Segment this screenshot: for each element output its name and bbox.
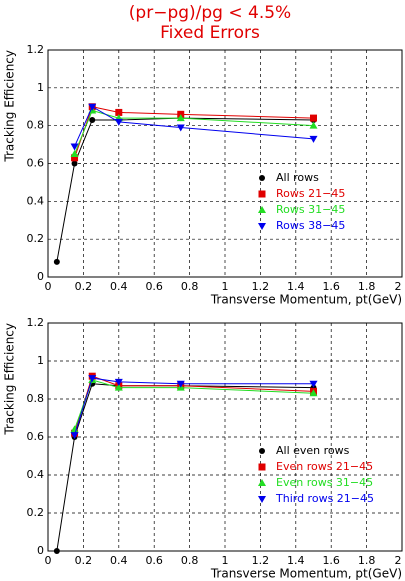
y-tick-label: 1.2 <box>27 43 45 56</box>
x-tick-label: 1.2 <box>252 280 270 293</box>
x-tick-label: 1.6 <box>322 280 340 293</box>
y-tick-label: 1 <box>37 354 44 367</box>
x-tick-label: 2 <box>395 554 402 567</box>
marker <box>258 190 266 198</box>
marker <box>309 135 318 143</box>
series-line <box>74 106 314 147</box>
x-tick-label: 0.4 <box>110 280 128 293</box>
legend-label: Even rows 31−45 <box>276 476 373 489</box>
marker <box>176 380 185 388</box>
x-tick-label: 0.4 <box>110 554 128 567</box>
y-tick-label: 0.6 <box>27 430 45 443</box>
y-tick-label: 0.4 <box>27 468 45 481</box>
marker <box>115 108 123 116</box>
y-tick-label: 1 <box>37 81 44 94</box>
x-tick-label: 1 <box>222 280 229 293</box>
y-axis-label: Tracking Efficiency <box>3 50 17 163</box>
marker <box>309 121 318 129</box>
marker <box>88 375 97 383</box>
marker <box>309 389 318 397</box>
y-tick-label: 0 <box>37 270 44 283</box>
y-tick-label: 0.2 <box>27 506 45 519</box>
x-axis-label: Transverse Momentum, pt(GeV) <box>210 567 402 581</box>
legend-label: Rows 31−45 <box>276 203 345 216</box>
marker <box>176 114 185 122</box>
series-line <box>56 117 314 262</box>
y-tick-label: 0.8 <box>27 392 45 405</box>
marker <box>258 496 266 503</box>
legend-label: All even rows <box>276 444 350 457</box>
marker <box>259 448 265 454</box>
legend-label: All rows <box>276 171 319 184</box>
legend-label: Rows 21−45 <box>276 187 345 200</box>
x-tick-label: 1.2 <box>252 554 270 567</box>
marker <box>176 124 185 132</box>
marker <box>114 383 123 391</box>
x-tick-label: 1.6 <box>322 554 340 567</box>
x-tick-label: 0 <box>45 554 52 567</box>
legend-label: Rows 38−45 <box>276 219 345 232</box>
x-tick-label: 1.8 <box>358 554 376 567</box>
y-tick-label: 0.2 <box>27 232 45 245</box>
x-axis-label: Transverse Momentum, pt(GeV) <box>210 293 402 307</box>
marker <box>53 548 60 554</box>
x-tick-label: 0.6 <box>145 280 163 293</box>
marker <box>88 103 97 111</box>
figure-title: (pr−pg)/pg < 4.5% <box>129 3 291 23</box>
x-tick-label: 0.8 <box>181 280 199 293</box>
marker <box>114 378 123 386</box>
y-tick-label: 0.4 <box>27 194 45 207</box>
marker <box>70 150 79 158</box>
marker <box>258 463 266 471</box>
y-tick-label: 0.8 <box>27 119 45 132</box>
marker <box>53 258 60 265</box>
legend-label: Even rows 21−45 <box>276 460 373 473</box>
x-tick-label: 0 <box>45 280 52 293</box>
marker <box>258 223 266 230</box>
x-tick-label: 0.6 <box>145 554 163 567</box>
marker <box>258 206 266 213</box>
x-tick-label: 1.4 <box>287 554 305 567</box>
marker <box>258 479 266 486</box>
marker <box>70 143 79 151</box>
x-tick-label: 0.2 <box>75 554 93 567</box>
marker <box>71 154 79 162</box>
figure-subtitle: Fixed Errors <box>160 23 260 43</box>
x-tick-label: 1.4 <box>287 280 305 293</box>
plot-frame <box>47 49 403 278</box>
marker <box>114 118 123 126</box>
x-tick-label: 0.8 <box>181 554 199 567</box>
marker <box>70 425 79 433</box>
y-tick-label: 0 <box>37 544 44 557</box>
plot-frame <box>47 322 403 552</box>
marker <box>70 432 79 440</box>
y-tick-label: 0.6 <box>27 157 45 170</box>
marker <box>89 116 96 123</box>
x-tick-label: 0.2 <box>75 280 93 293</box>
x-tick-label: 1 <box>222 554 229 567</box>
legend-label: Third rows 21−45 <box>275 492 374 505</box>
y-tick-label: 1.2 <box>27 316 45 329</box>
marker <box>259 175 265 181</box>
series-line <box>56 383 314 552</box>
series-line <box>74 106 314 158</box>
x-tick-label: 2 <box>395 280 402 293</box>
marker <box>310 114 317 122</box>
marker <box>309 380 318 388</box>
marker <box>71 160 78 167</box>
y-axis-label: Tracking Efficiency <box>3 323 17 436</box>
x-tick-label: 1.8 <box>358 280 376 293</box>
